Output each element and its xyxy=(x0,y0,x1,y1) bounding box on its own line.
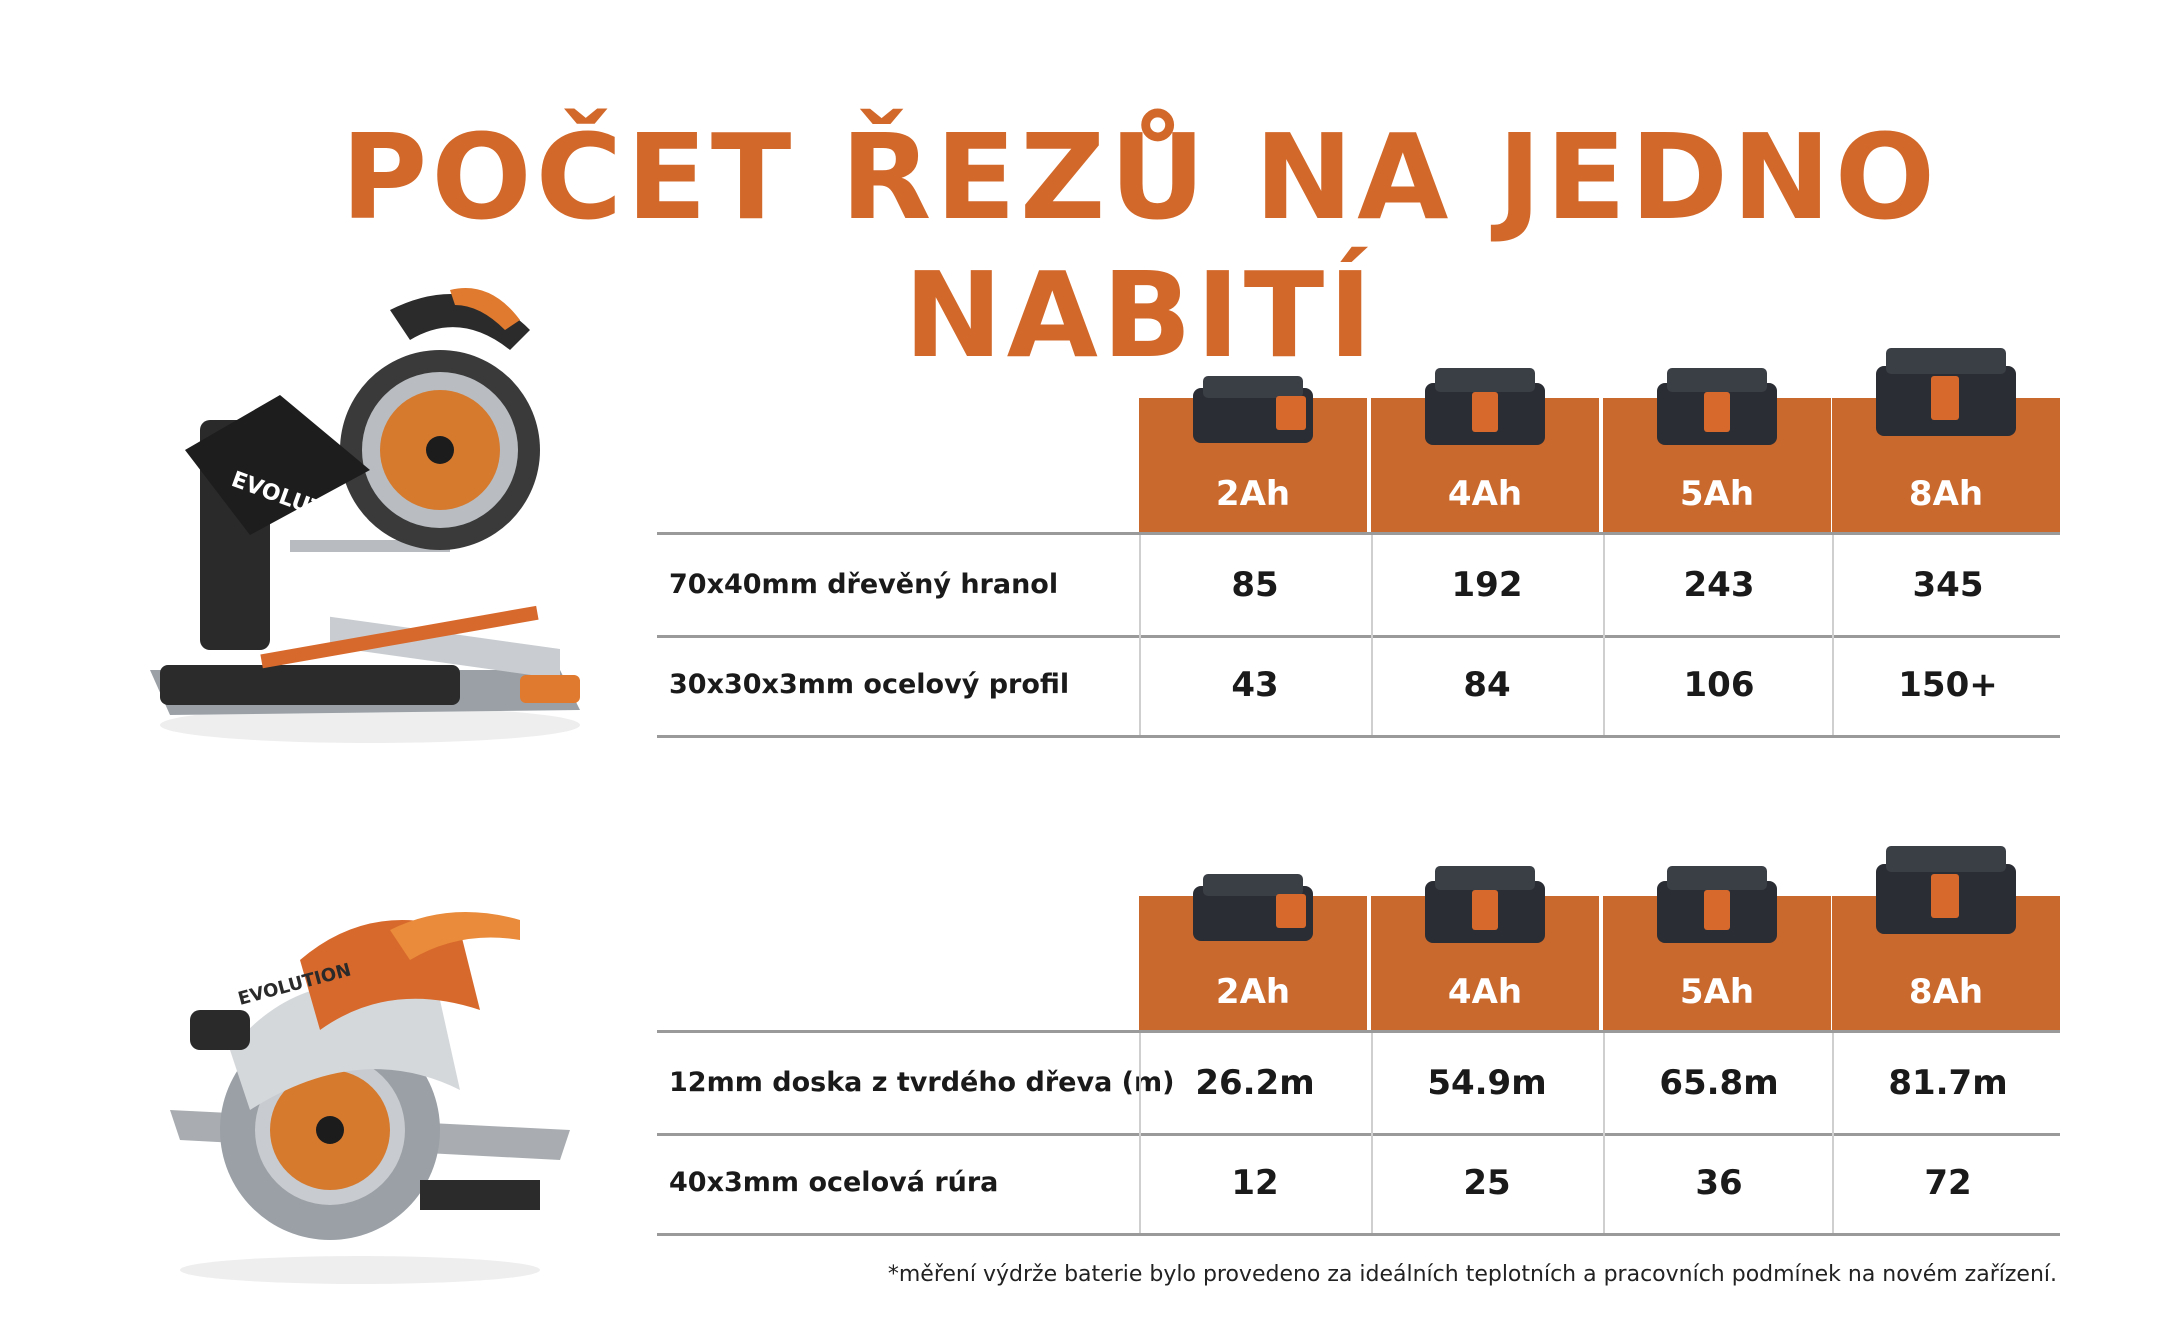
header-cell: 5Ah xyxy=(1603,866,1831,1030)
header-cell: 2Ah xyxy=(1139,376,1367,532)
header-cell: 8Ah xyxy=(1832,348,2060,532)
header-label: 2Ah xyxy=(1215,474,1291,514)
value-cell: 36 xyxy=(1603,1133,1833,1233)
value-cell: 84 xyxy=(1371,635,1601,735)
row-label: 12mm doska z tvrdého dřeva (m) xyxy=(669,1067,1175,1098)
table-row: 12mm doska z tvrdého dřeva (m) 26.2m 54.… xyxy=(657,1030,2060,1136)
table-row: 30x30x3mm ocelový profil 43 84 106 150+ xyxy=(657,635,2060,738)
value-cell: 12 xyxy=(1139,1133,1369,1233)
battery-icon xyxy=(1876,846,2016,934)
footnote: *měření výdrže baterie bylo provedeno za… xyxy=(887,1262,2057,1287)
value-cell: 43 xyxy=(1139,635,1369,735)
header-cell: 4Ah xyxy=(1371,866,1599,1030)
battery-icon xyxy=(1193,874,1313,941)
header-label: 4Ah xyxy=(1447,972,1523,1012)
miter-saw-image: EVOLUTION xyxy=(150,288,580,743)
value-cell: 25 xyxy=(1371,1133,1601,1233)
value-cell: 106 xyxy=(1603,635,1833,735)
cuts-table-circular-saw: 2Ah 4Ah 5Ah 8Ah 12mm doska z tvrdého dře… xyxy=(657,846,2060,1236)
row-label: 40x3mm ocelová rúra xyxy=(669,1167,999,1198)
battery-icon xyxy=(1425,368,1545,445)
table-row: 70x40mm dřevěný hranol 85 192 243 345 xyxy=(657,532,2060,638)
value-cell: 345 xyxy=(1832,535,2062,635)
battery-icon xyxy=(1193,376,1313,443)
header-label: 2Ah xyxy=(1215,972,1291,1012)
header-cell: 4Ah xyxy=(1371,368,1599,532)
value-cell: 54.9m xyxy=(1371,1033,1601,1133)
battery-icon xyxy=(1876,348,2016,436)
header-label: 5Ah xyxy=(1679,972,1755,1012)
row-label: 70x40mm dřevěný hranol xyxy=(669,569,1059,600)
value-cell: 65.8m xyxy=(1603,1033,1833,1133)
header-label: 4Ah xyxy=(1447,474,1523,514)
value-cell: 85 xyxy=(1139,535,1369,635)
row-label: 30x30x3mm ocelový profil xyxy=(669,669,1070,700)
table-row: 40x3mm ocelová rúra 12 25 36 72 xyxy=(657,1133,2060,1236)
page-title: POČET ŘEZŮ NA JEDNO NABITÍ xyxy=(340,108,1940,384)
header-label: 5Ah xyxy=(1679,474,1755,514)
header-cell: 8Ah xyxy=(1832,846,2060,1030)
cuts-table-miter-saw: 2Ah 4Ah 5Ah 8Ah 70x40mm dřevěný hranol 8… xyxy=(657,348,2060,738)
value-cell: 150+ xyxy=(1832,635,2062,735)
header-label: 8Ah xyxy=(1908,972,1984,1012)
value-cell: 192 xyxy=(1371,535,1601,635)
value-cell: 26.2m xyxy=(1139,1033,1369,1133)
battery-icon xyxy=(1425,866,1545,943)
header-cell: 2Ah xyxy=(1139,874,1367,1030)
battery-icon xyxy=(1657,368,1777,445)
value-cell: 72 xyxy=(1832,1133,2062,1233)
value-cell: 243 xyxy=(1603,535,1833,635)
header-label: 8Ah xyxy=(1908,474,1984,514)
battery-icon xyxy=(1657,866,1777,943)
circular-saw-image: EVOLUTION xyxy=(170,912,570,1284)
header-cell: 5Ah xyxy=(1603,368,1831,532)
value-cell: 81.7m xyxy=(1832,1033,2062,1133)
